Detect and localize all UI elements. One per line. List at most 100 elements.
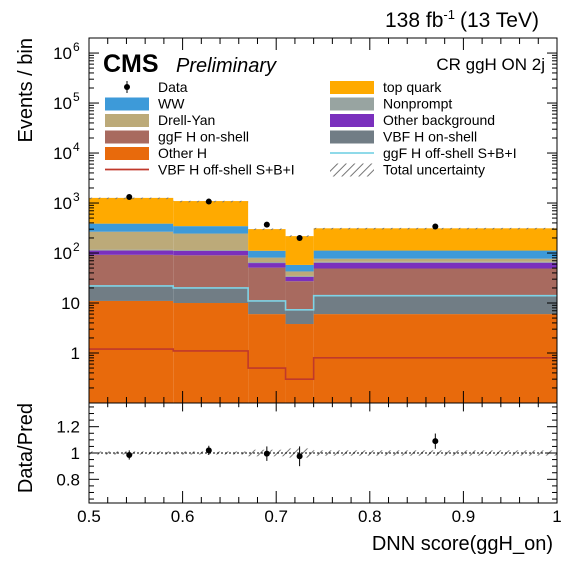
bar-vbf-h-on-shell-bin-4: [313, 295, 557, 315]
lower-y-axis-label: Data/Pred: [15, 403, 37, 493]
x-axis-label: DNN score(ggH_on): [372, 533, 553, 555]
stacked-histogram: [89, 197, 557, 403]
lower-tick-label: 1: [71, 444, 80, 463]
bar-nonprompt-bin-0: [89, 249, 174, 251]
legend-total-uncertainty-swatch: [330, 163, 374, 177]
legend-drell-yan-label: Drell-Yan: [158, 112, 215, 128]
lumi-label: 138 fb-1 (13 TeV): [385, 7, 539, 32]
ratio-point-3: [296, 453, 303, 460]
x-tick-label: 0.7: [264, 507, 288, 526]
bar-other-background-bin-3: [285, 276, 314, 282]
bar-ww-bin-3: [285, 264, 314, 272]
uncertainty-band-upper-bin-2: [248, 228, 286, 231]
lumi-exponent: -1: [443, 7, 455, 22]
bar-top-quark-bin-0: [89, 197, 174, 224]
bar-ww-bin-4: [313, 250, 557, 259]
x-axis-ticks: 0.5 0.6 0.7 0.8 0.9 1: [77, 38, 562, 526]
x-tick-label: 0.6: [171, 507, 195, 526]
legend: Data top quark WW Nonprompt Drell-Yan Other b…: [105, 79, 517, 178]
legend-nonprompt-swatch: [330, 97, 374, 111]
line-ggf-h-off-shell-s-b-i: [89, 285, 557, 311]
legend-ggf-h-off-shell-s-b-i-label: ggF H off-shell S+B+I: [383, 145, 517, 161]
upper-tick-exponent: 3: [73, 190, 80, 204]
bar-drell-yan-bin-1: [173, 233, 249, 250]
bar-drell-yan-bin-2: [248, 257, 286, 263]
lower-tick-label: 1.2: [56, 418, 80, 437]
bar-nonprompt-bin-2: [248, 262, 286, 264]
legend-vbf-h-on-shell-swatch: [330, 130, 374, 144]
bar-ggf-h-on-shell-bin-2: [248, 267, 286, 301]
bar-ww-bin-2: [248, 250, 286, 258]
legend-ggf-h-on-shell-label: ggF H on-shell: [158, 129, 249, 145]
region-label: CR ggH ON 2j: [436, 55, 545, 74]
legend-top-quark-swatch: [330, 81, 374, 94]
data-point-3: [296, 234, 303, 241]
x-tick-label: 0.5: [77, 507, 101, 526]
bar-vbf-h-on-shell-bin-1: [173, 287, 249, 304]
bar-other-h-bin-0: [89, 300, 174, 403]
lower-y-ticks: 0.8 1 1.2: [56, 406, 557, 500]
upper-tick-label: 10: [61, 294, 80, 313]
bar-vbf-h-on-shell-bin-0: [89, 285, 174, 301]
bar-other-background-bin-0: [89, 250, 174, 255]
legend-nonprompt-label: Nonprompt: [383, 96, 452, 112]
legend-data-marker: [124, 84, 130, 90]
bar-other-background-bin-4: [313, 262, 557, 269]
upper-y-axis-label: Events / bin: [15, 38, 37, 143]
bar-drell-yan-bin-4: [313, 258, 557, 262]
bar-other-h-bin-3: [285, 324, 314, 403]
upper-tick-exponent: 6: [73, 40, 80, 54]
bar-ggf-h-on-shell-bin-1: [173, 255, 249, 288]
bar-top-quark-bin-2: [248, 229, 286, 251]
upper-tick-label: 10: [53, 194, 72, 213]
legend-top-quark-label: top quark: [383, 79, 442, 95]
preliminary-label: Preliminary: [176, 55, 277, 77]
bar-ww-bin-1: [173, 226, 249, 234]
data-point-4: [432, 223, 439, 230]
bar-drell-yan-bin-0: [89, 231, 174, 250]
lower-panel: 0.8 1 1.2 Data/Pred: [15, 402, 558, 504]
bar-vbf-h-on-shell-bin-3: [285, 309, 314, 325]
bar-ggf-h-on-shell-bin-0: [89, 254, 174, 286]
data-point-1: [205, 198, 212, 205]
legend-ggf-h-on-shell-swatch: [105, 130, 149, 144]
cms-label: CMS: [103, 50, 159, 78]
x-tick-label: 0.8: [358, 507, 382, 526]
upper-tick-exponent: 4: [73, 140, 80, 154]
upper-tick-label: 10: [53, 44, 72, 63]
legend-total-uncertainty-label: Total uncertainty: [383, 162, 485, 178]
legend-data-label: Data: [158, 79, 188, 95]
bar-other-background-bin-1: [173, 250, 249, 256]
bar-other-background-bin-2: [248, 263, 286, 268]
upper-tick-label: 10: [53, 244, 72, 263]
bar-ggf-h-on-shell-bin-3: [285, 281, 314, 310]
upper-tick-exponent: 2: [73, 240, 80, 254]
legend-other-h-swatch: [105, 147, 149, 160]
ratio-plot: [89, 433, 557, 467]
legend-ww-label: WW: [158, 96, 185, 112]
legend-other-h-label: Other H: [158, 145, 207, 161]
legend-vbf-h-off-shell-s-b-i-label: VBF H off-shell S+B+I: [158, 162, 295, 178]
x-tick-label: 0.9: [452, 507, 476, 526]
upper-tick-label: 10: [53, 144, 72, 163]
overlay-lines: [89, 285, 557, 380]
legend-ww-swatch: [105, 97, 149, 111]
bar-drell-yan-bin-3: [285, 271, 314, 276]
ratio-point-0: [126, 451, 133, 458]
line-vbf-h-off-shell-s-b-i: [89, 348, 557, 380]
uncertainty-band-ratio-bin-4: [313, 450, 557, 456]
bar-top-quark-bin-1: [173, 201, 249, 227]
bar-ggf-h-on-shell-bin-4: [313, 268, 557, 296]
energy-label: (13 TeV): [460, 9, 539, 32]
ratio-point-2: [263, 450, 270, 457]
legend-other-background-swatch: [330, 114, 374, 127]
legend-drell-yan-swatch: [105, 114, 149, 127]
legend-vbf-h-on-shell-label: VBF H on-shell: [383, 129, 477, 145]
lower-tick-label: 0.8: [56, 470, 80, 489]
bar-vbf-h-on-shell-bin-2: [248, 300, 286, 315]
ratio-point-4: [432, 438, 439, 445]
bar-ww-bin-0: [89, 223, 174, 232]
